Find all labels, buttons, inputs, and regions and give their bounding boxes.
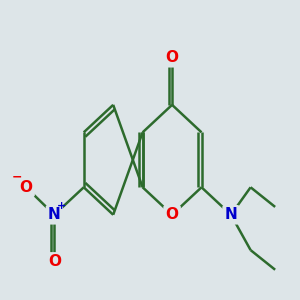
Text: O: O <box>166 207 178 222</box>
Text: O: O <box>48 254 61 269</box>
Text: O: O <box>20 180 33 195</box>
Text: N: N <box>48 207 61 222</box>
Text: +: + <box>57 201 66 211</box>
Text: −: − <box>11 171 22 184</box>
Text: O: O <box>166 50 178 65</box>
Text: N: N <box>225 207 237 222</box>
